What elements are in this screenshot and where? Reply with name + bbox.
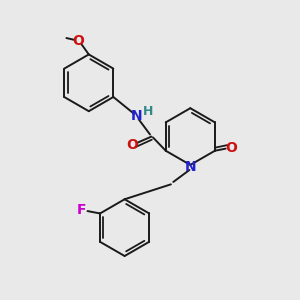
Text: N: N [184, 160, 196, 174]
Text: O: O [225, 141, 237, 155]
Text: F: F [77, 203, 86, 217]
Text: N: N [131, 109, 142, 123]
Text: H: H [143, 105, 153, 118]
Text: O: O [126, 138, 138, 152]
Text: O: O [72, 34, 84, 48]
